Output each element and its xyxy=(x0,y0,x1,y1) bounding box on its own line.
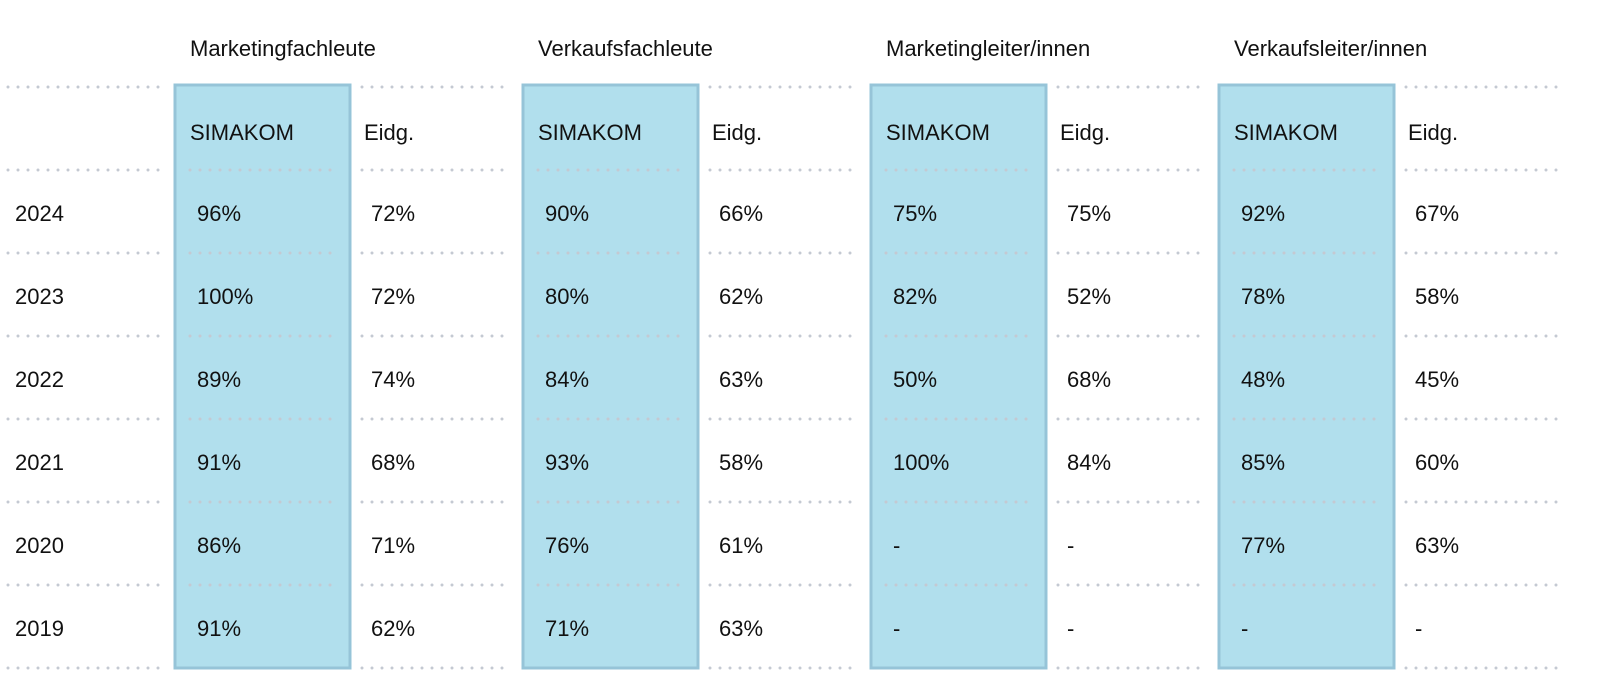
cell-value: - xyxy=(1241,616,1248,641)
cell-value: 58% xyxy=(719,450,763,475)
cell-value: - xyxy=(1415,616,1422,641)
sub-header: Eidg. xyxy=(1408,120,1458,145)
cell-value: 75% xyxy=(1067,201,1111,226)
cell-value: 68% xyxy=(1067,367,1111,392)
cell-value: 72% xyxy=(371,201,415,226)
cell-value: 63% xyxy=(719,367,763,392)
cell-value: 52% xyxy=(1067,284,1111,309)
cell-value: 60% xyxy=(1415,450,1459,475)
cell-value: 71% xyxy=(371,533,415,558)
group-header: Marketingleiter/innen xyxy=(886,36,1090,61)
cell-value: 48% xyxy=(1241,367,1285,392)
cell-value: 45% xyxy=(1415,367,1459,392)
highlight-column xyxy=(1217,83,1396,670)
cell-value: 66% xyxy=(719,201,763,226)
cell-value: 71% xyxy=(545,616,589,641)
cell-value: 72% xyxy=(371,284,415,309)
cell-value: 50% xyxy=(893,367,937,392)
cell-value: - xyxy=(1067,616,1074,641)
year-label: 2023 xyxy=(15,284,64,309)
cell-value: 100% xyxy=(197,284,253,309)
year-label: 2022 xyxy=(15,367,64,392)
group-header: Verkaufsleiter/innen xyxy=(1234,36,1427,61)
group-header: Marketingfachleute xyxy=(190,36,376,61)
cell-value: 74% xyxy=(371,367,415,392)
sub-header: Eidg. xyxy=(364,120,414,145)
cell-value: 85% xyxy=(1241,450,1285,475)
cell-value: - xyxy=(893,533,900,558)
cell-value: 100% xyxy=(893,450,949,475)
cell-value: 62% xyxy=(371,616,415,641)
cell-value: 68% xyxy=(371,450,415,475)
sub-header: SIMAKOM xyxy=(886,120,990,145)
cell-value: 90% xyxy=(545,201,589,226)
cell-value: 76% xyxy=(545,533,589,558)
cell-value: 84% xyxy=(545,367,589,392)
year-label: 2019 xyxy=(15,616,64,641)
sub-header: Eidg. xyxy=(1060,120,1110,145)
cell-value: 63% xyxy=(719,616,763,641)
cell-value: 58% xyxy=(1415,284,1459,309)
year-label: 2024 xyxy=(15,201,64,226)
sub-header: SIMAKOM xyxy=(1234,120,1338,145)
cell-value: 67% xyxy=(1415,201,1459,226)
cell-value: 82% xyxy=(893,284,937,309)
sub-header: SIMAKOM xyxy=(538,120,642,145)
cell-value: 80% xyxy=(545,284,589,309)
group-header: Verkaufsfachleute xyxy=(538,36,713,61)
cell-value: - xyxy=(893,616,900,641)
cell-value: 62% xyxy=(719,284,763,309)
cell-value: 77% xyxy=(1241,533,1285,558)
year-label: 2021 xyxy=(15,450,64,475)
cell-value: 91% xyxy=(197,450,241,475)
cell-value: - xyxy=(1067,533,1074,558)
sub-header: SIMAKOM xyxy=(190,120,294,145)
highlight-column xyxy=(521,83,700,670)
year-label: 2020 xyxy=(15,533,64,558)
cell-value: 96% xyxy=(197,201,241,226)
cell-value: 93% xyxy=(545,450,589,475)
cell-value: 91% xyxy=(197,616,241,641)
cell-value: 63% xyxy=(1415,533,1459,558)
cell-value: 89% xyxy=(197,367,241,392)
cell-value: 61% xyxy=(719,533,763,558)
cell-value: 92% xyxy=(1241,201,1285,226)
cell-value: 84% xyxy=(1067,450,1111,475)
sub-header: Eidg. xyxy=(712,120,762,145)
cell-value: 78% xyxy=(1241,284,1285,309)
highlight-column xyxy=(869,83,1048,670)
cell-value: 86% xyxy=(197,533,241,558)
highlight-column xyxy=(173,83,352,670)
cell-value: 75% xyxy=(893,201,937,226)
